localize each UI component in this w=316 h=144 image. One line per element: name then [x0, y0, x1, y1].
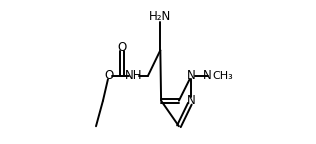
- Text: CH₃: CH₃: [212, 71, 233, 81]
- Text: O: O: [104, 69, 113, 82]
- Text: O: O: [117, 41, 126, 54]
- Text: H₂N: H₂N: [149, 10, 172, 23]
- Text: N: N: [203, 69, 212, 82]
- Text: NH: NH: [125, 69, 143, 82]
- Text: N: N: [187, 94, 196, 107]
- Text: N: N: [187, 69, 196, 82]
